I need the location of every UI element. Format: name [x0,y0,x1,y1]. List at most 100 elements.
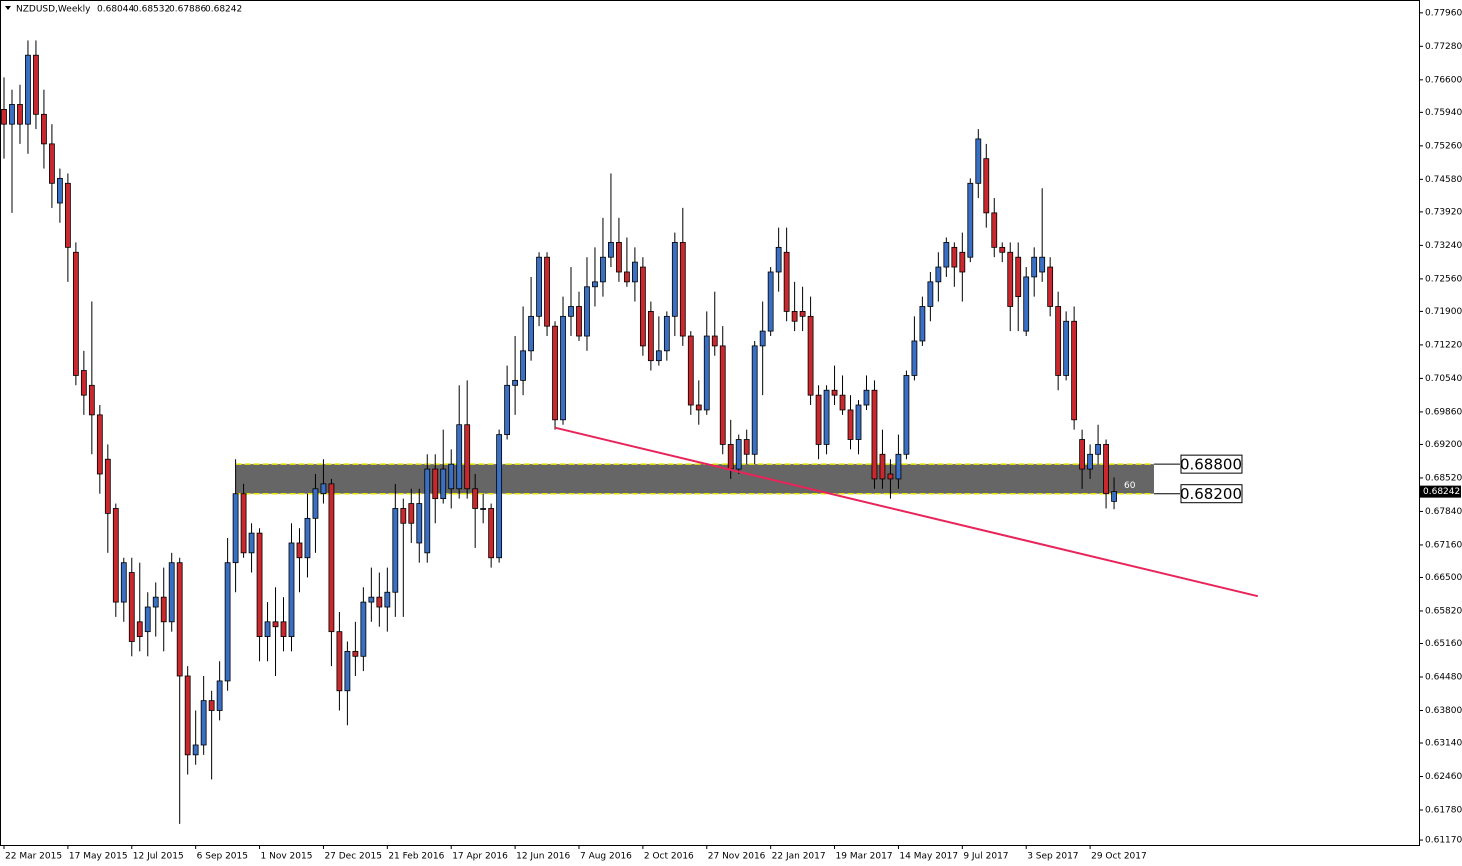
y-tick-label: 0.72560 [1425,274,1462,284]
candle-body [1087,453,1093,470]
x-tick-label: 22 Jan 2017 [772,852,826,862]
candle-body [839,394,846,411]
candle-body [25,54,31,125]
y-tick-label: 0.69860 [1425,407,1462,417]
candle-body [384,591,391,608]
candle-body [608,242,614,258]
x-tick-label: 22 Mar 2015 [5,852,62,862]
candle-body [208,700,215,711]
candle-body [751,345,758,455]
candle-body [544,256,550,327]
candle-body [855,404,862,440]
candle-body [799,311,806,317]
candle-body [296,542,303,559]
header-low: 0.67886 [169,5,206,15]
candle-body [1007,251,1014,307]
candle-body [440,468,447,500]
price-label-box [1419,485,1461,498]
candle-body [256,532,263,637]
candle-body [560,315,566,421]
price-label: 0.68242 [1423,487,1460,497]
candle-body [655,350,662,362]
y-tick-label: 0.66500 [1425,573,1462,583]
y-tick-label: 0.73240 [1425,241,1462,251]
x-tick-label: 17 May 2015 [69,852,128,862]
candle-body [1103,444,1109,495]
x-tick-label: 27 Nov 2016 [708,852,766,862]
y-tick-label: 0.62460 [1425,772,1462,782]
candle-body [991,212,998,248]
candle-body [927,281,934,307]
zone-text: 60 [1124,481,1136,491]
x-tick-label: 19 Mar 2017 [836,852,893,862]
candle-body [264,621,271,637]
candle-body [791,311,798,322]
x-tick-label: 9 Jul 2017 [963,852,1008,862]
candle-body [344,650,351,692]
candle-body [200,700,207,746]
candle-body [72,251,79,376]
candle-body [831,389,838,396]
x-tick-label: 17 Apr 2016 [452,852,508,862]
candle-body [304,517,311,559]
candle-body [1047,266,1054,307]
candle-body [96,414,103,475]
y-tick-label: 0.74580 [1425,175,1462,185]
candle-body [328,483,335,633]
y-tick-label: 0.71900 [1425,307,1462,317]
candle-body [999,246,1006,253]
y-tick-label: 0.65820 [1425,606,1462,616]
candle-body [552,325,558,421]
header-open: 0.68044 [97,5,134,15]
candle-body [679,242,686,337]
candle-body [216,680,223,711]
y-tick-label: 0.64480 [1425,672,1462,682]
candle-body [647,311,654,362]
y-tick-label: 0.76600 [1425,75,1462,85]
zone-label-box [1180,484,1243,504]
candle-body [823,389,830,445]
candle-body [919,306,926,342]
candle-body [496,434,503,559]
y-tick-label: 0.73920 [1425,207,1462,217]
y-tick-label: 0.68520 [1425,473,1462,483]
candle-body [33,54,39,115]
zone-label: 0.68200 [1180,485,1242,503]
candle-body [320,483,327,495]
candle-body [464,424,471,490]
candle-body [983,158,990,214]
candle-body [639,266,646,347]
candle-body [847,409,854,440]
candle-body [759,330,766,347]
candle-body [624,271,630,283]
y-tick-label: 0.70540 [1425,374,1462,384]
x-tick-label: 7 Aug 2016 [580,852,632,862]
candle-body [783,251,790,312]
candle-body [935,266,942,283]
x-tick-label: 27 Dec 2015 [324,852,382,862]
candle-body [1,108,7,125]
candle-body [49,143,55,184]
x-tick-label: 12 Jul 2015 [133,852,184,862]
candle-body [1031,256,1038,278]
candle-body [168,562,175,623]
candle-body [775,246,782,273]
candle-body [687,335,694,406]
candle-body [272,621,279,628]
y-tick-label: 0.67840 [1425,507,1462,517]
candle-body [1063,320,1070,376]
header-high: 0.68532 [133,5,170,15]
candle-body [887,473,894,480]
candle-body [1015,256,1022,298]
candle-body [152,596,159,608]
candle-body [863,389,870,406]
candle-body [432,468,439,500]
candle-body [312,488,319,519]
candle-body [504,384,511,435]
candle-body [80,370,87,396]
candle-body [416,503,423,544]
trendline [554,426,1259,598]
candle-body [871,389,878,480]
candle-body [488,508,495,559]
candle-body [408,503,415,524]
